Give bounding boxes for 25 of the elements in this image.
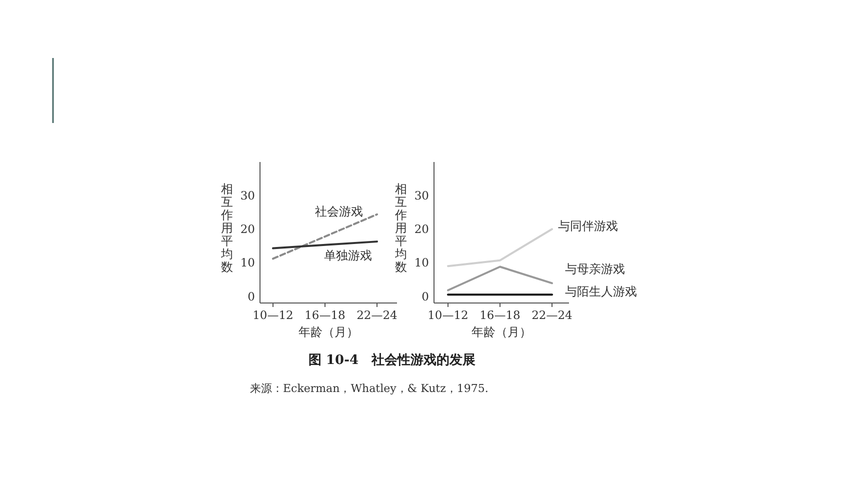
y-tick-label: 0 [422,289,429,304]
y-tick-label: 0 [248,289,255,304]
y-tick-label: 20 [414,222,429,236]
y-axis-title: 相互作用平均数 [394,182,407,274]
y-axis-title: 相互作用平均数 [220,182,233,274]
series-label: 单独游戏 [324,248,372,263]
y-tick-label: 30 [414,188,429,203]
x-tick-label: 10—12 [252,308,294,322]
source-note: 来源：Eckerman，Whatley，& Kutz，1975. [250,382,488,395]
x-axis-title: 年龄（月） [472,325,532,339]
series-label: 社会游戏 [315,204,363,218]
x-tick-label: 16—18 [480,308,520,322]
x-tick-label: 10—12 [428,308,468,322]
x-tick-label: 22—24 [532,308,572,322]
y-tick-label: 20 [240,222,255,236]
y-tick-label: 30 [240,188,255,203]
x-tick-label: 22—24 [356,308,398,322]
y-tick-label: 10 [240,256,255,270]
text: 图 10-4 社会性游戏的发展 [308,352,476,368]
series-label: 与同伴游戏 [558,219,618,234]
series-label: 与陌生人游戏 [565,284,637,299]
series-label: 与母亲游戏 [565,262,625,276]
y-tick-label: 10 [414,256,429,270]
x-axis-title: 年龄（月） [298,325,358,339]
x-tick-label: 16—18 [304,308,346,322]
